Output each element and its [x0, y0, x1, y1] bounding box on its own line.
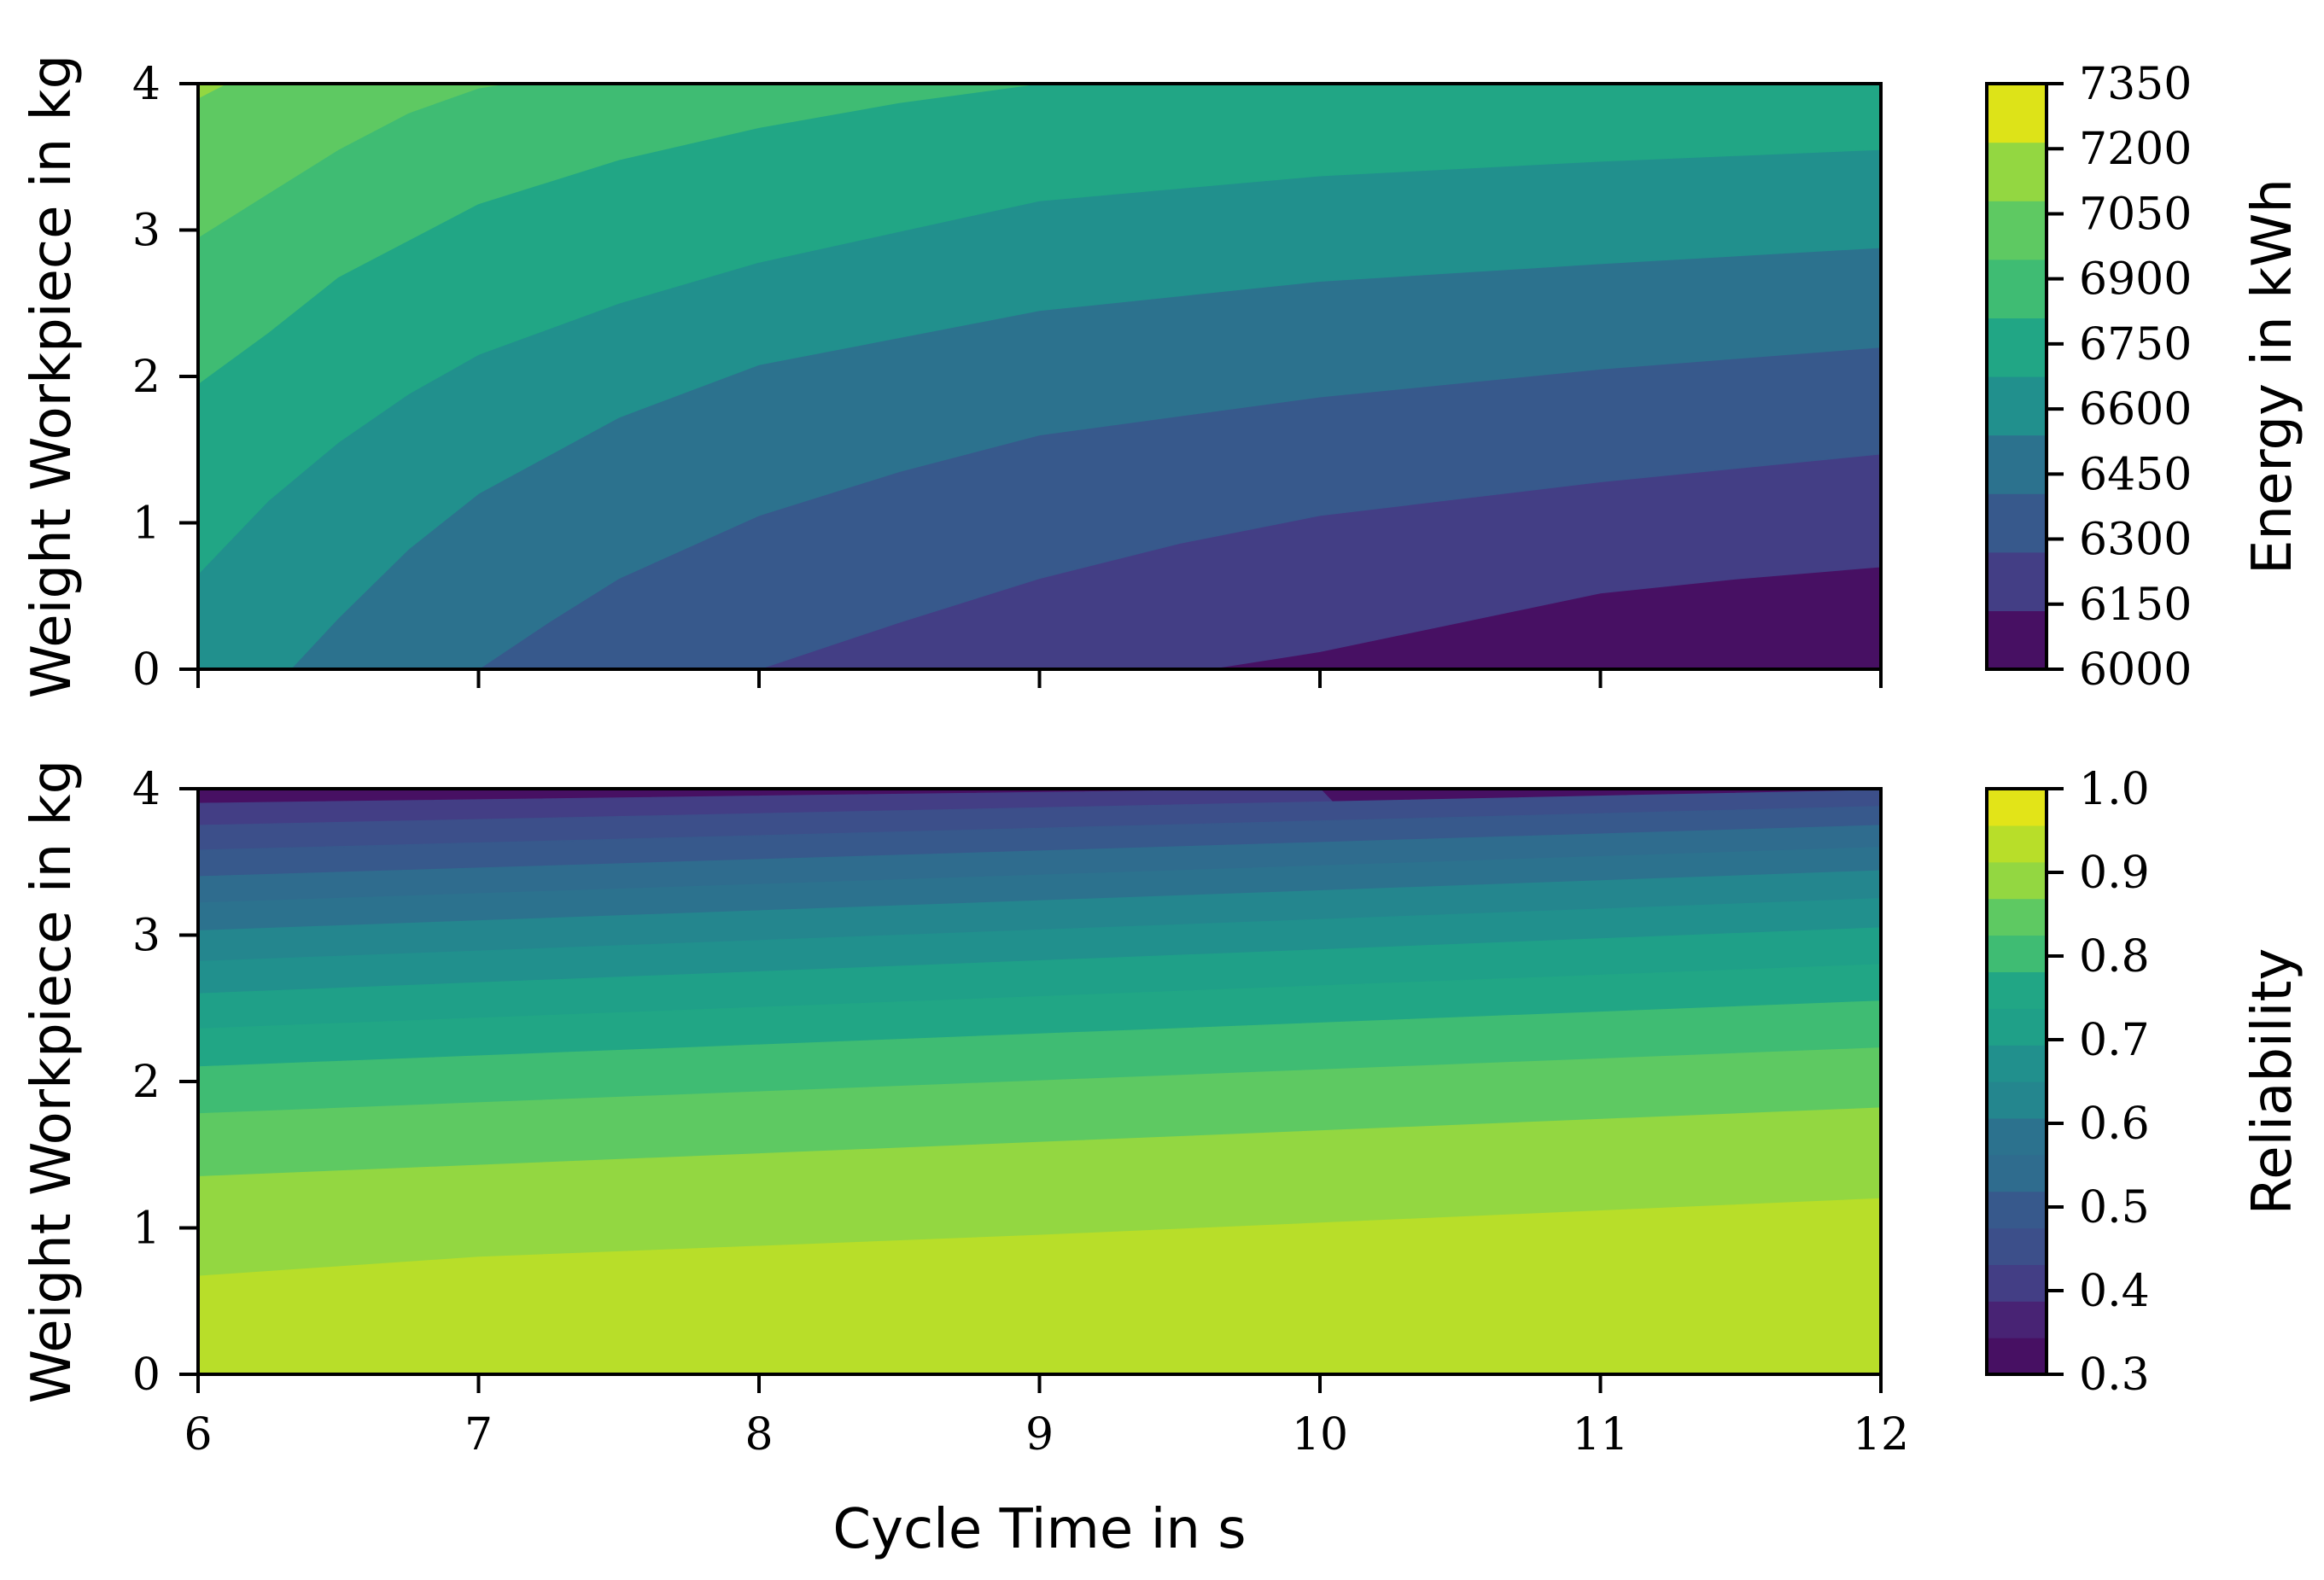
colorbar-segment: [1987, 1338, 2047, 1375]
colorbar-tick-label: 0.8: [2079, 931, 2150, 982]
colorbar-tick-label: 0.6: [2079, 1099, 2150, 1150]
x-tick-label: 9: [1025, 1409, 1054, 1460]
colorbar-tick-label: 0.7: [2079, 1015, 2150, 1066]
colorbar-tick-label: 6450: [2079, 449, 2192, 500]
contour-band: [198, 84, 1881, 585]
y-tick-label: 1: [132, 498, 161, 550]
colorbar-tick-label: 0.5: [2079, 1182, 2150, 1233]
colorbar-tick-label: 6900: [2079, 254, 2192, 306]
colorbar-segment: [1987, 1227, 2047, 1265]
colorbar-tick-label: 6750: [2079, 319, 2192, 370]
colorbar-segment: [1987, 935, 2047, 972]
x-tick-label: 6: [184, 1409, 212, 1460]
colorbar-tick-label: 7350: [2079, 59, 2192, 110]
colorbar-segment: [1987, 971, 2047, 1009]
colorbar-tick-label: 6300: [2079, 515, 2192, 566]
contour-fills: [198, 84, 1881, 669]
colorbar-segment: [1987, 789, 2047, 826]
x-tick-label: 12: [1853, 1409, 1909, 1460]
y-tick-label: 1: [132, 1204, 161, 1255]
colorbar-segment: [1987, 434, 2047, 494]
y-tick-label: 2: [132, 352, 161, 403]
y-axis-label: Weight Workpiece in kg: [20, 760, 84, 1403]
y-tick-label: 0: [132, 644, 161, 696]
contour-band: [198, 1198, 1881, 1374]
colorbar-segment: [1987, 825, 2047, 863]
y-tick-label: 0: [132, 1350, 161, 1401]
colorbar-segment: [1987, 1008, 2047, 1046]
colorbar-segment: [1987, 1264, 2047, 1302]
colorbar-frame: [1985, 787, 2048, 1376]
y-tick-label: 4: [132, 59, 161, 110]
colorbar-segment: [1987, 1154, 2047, 1192]
contour-fills: [198, 789, 1881, 1374]
colorbar-tick-label: 6600: [2079, 384, 2192, 435]
colorbar-segment: [1987, 259, 2047, 318]
x-tick-label: 10: [1292, 1409, 1348, 1460]
contour-band: [198, 84, 645, 282]
x-tick-label: 7: [464, 1409, 493, 1460]
colorbar-frame: [1985, 82, 2048, 671]
colorbar-tick-label: 6000: [2079, 644, 2192, 696]
colorbar-segment: [1987, 610, 2047, 670]
colorbar-segment: [1987, 376, 2047, 436]
colorbar-tick-label: 0.9: [2079, 848, 2150, 899]
y-tick-label: 3: [132, 206, 161, 257]
colorbar-segment: [1987, 84, 2047, 143]
colorbar-label: Reliability: [2241, 948, 2304, 1216]
colorbar-segment: [1987, 1191, 2047, 1229]
colorbar-segment: [1987, 201, 2047, 260]
y-axis-label: Weight Workpiece in kg: [20, 55, 84, 698]
colorbar-tick-label: 1.0: [2079, 764, 2150, 815]
colorbar-segment: [1987, 1045, 2047, 1082]
colorbar-2: 0.3 0.4 0.5 0.6 0.7 0.8 0.9 1.0 Reliability: [1985, 764, 2304, 1401]
colorbar-1: 6000 6150 6300 6450 6600 6750 6900 7050 7200 7350…: [1985, 59, 2304, 696]
colorbar-segment: [1987, 1117, 2047, 1156]
colorbar-segment: [1987, 1301, 2047, 1338]
colorbar-segment: [1987, 493, 2047, 553]
x-tick-label: 11: [1572, 1409, 1628, 1460]
contour-band: [198, 84, 392, 156]
y-tick-label: 3: [132, 911, 161, 962]
contour-band: [198, 84, 1124, 413]
colorbar-tick-label: 0.3: [2079, 1350, 2150, 1401]
colorbar-segment: [1987, 1082, 2047, 1119]
colorbar-label: Energy in kWh: [2241, 178, 2304, 574]
colorbar-segment: [1987, 318, 2047, 377]
colorbar-segment: [1987, 551, 2047, 611]
colorbar-tick-label: 0.4: [2079, 1266, 2150, 1317]
colorbar-tick-label: 7200: [2079, 124, 2192, 175]
x-tick-label: 8: [744, 1409, 773, 1460]
colorbar-segment: [1987, 861, 2047, 900]
colorbar-tick-label: 7050: [2079, 189, 2192, 240]
y-tick-label: 2: [132, 1057, 161, 1108]
colorbar-segment: [1987, 142, 2047, 201]
colorbar-tick-label: 6150: [2079, 580, 2192, 631]
x-axis-label: Cycle Time in s: [832, 1498, 1246, 1561]
contour-panel-1: 0 1 2 3 4 Weight Workpiece in kg: [20, 55, 1883, 698]
colorbar-segment: [1987, 898, 2047, 936]
y-tick-label: 4: [132, 764, 161, 815]
